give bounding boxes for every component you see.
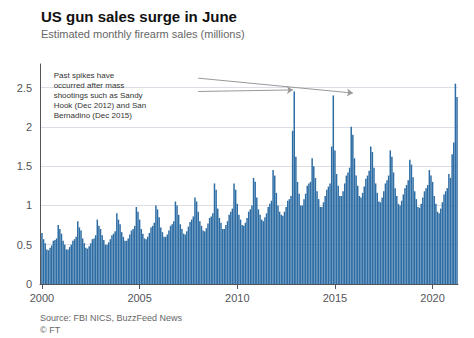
svg-text:2015: 2015 [323, 292, 347, 304]
svg-text:Source: FBI NICS, BuzzFeed New: Source: FBI NICS, BuzzFeed News [40, 313, 183, 323]
svg-text:shootings such as Sandy: shootings such as Sandy [54, 91, 143, 100]
svg-text:2010: 2010 [225, 292, 249, 304]
svg-text:US gun sales surge in June: US gun sales surge in June [41, 8, 237, 25]
svg-text:2: 2 [26, 121, 32, 133]
svg-text:2005: 2005 [127, 292, 151, 304]
svg-text:1: 1 [26, 199, 32, 211]
svg-text:Past spikes have: Past spikes have [54, 71, 115, 80]
svg-text:Hook (Dec 2012) and San: Hook (Dec 2012) and San [54, 101, 147, 110]
svg-text:2000: 2000 [30, 292, 54, 304]
svg-text:0.5: 0.5 [17, 239, 32, 251]
svg-text:occurred after mass: occurred after mass [54, 81, 125, 90]
svg-text:Bernadino (Dec 2015): Bernadino (Dec 2015) [54, 111, 133, 120]
svg-text:2.5: 2.5 [17, 82, 32, 94]
svg-text:0: 0 [26, 278, 32, 290]
svg-text:Estimated monthly firearm sale: Estimated monthly firearm sales (million… [41, 28, 245, 40]
svg-text:2020: 2020 [420, 292, 444, 304]
svg-text:1.5: 1.5 [17, 160, 32, 172]
svg-text:© FT: © FT [40, 325, 61, 335]
